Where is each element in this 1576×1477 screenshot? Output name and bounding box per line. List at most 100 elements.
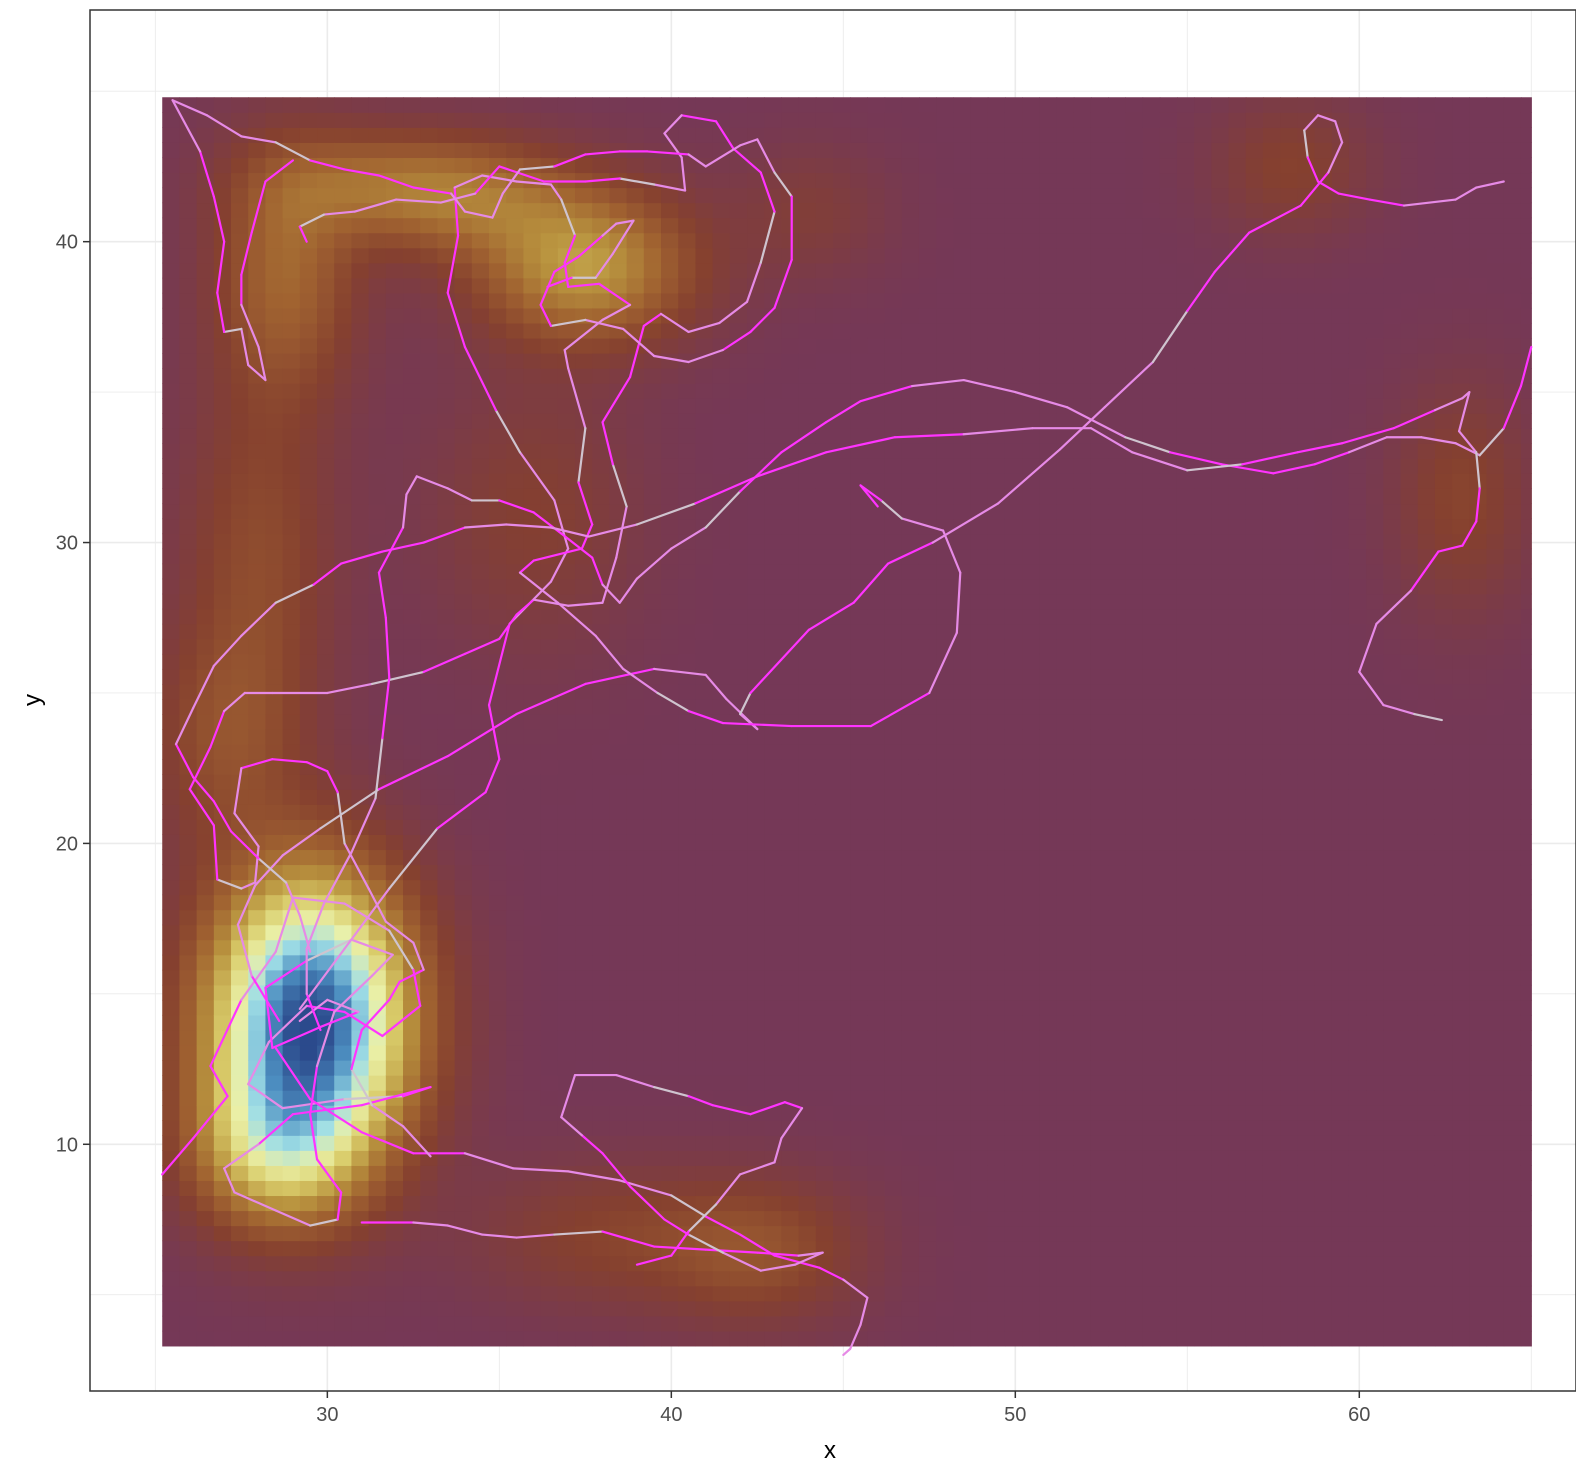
density-cell <box>867 1210 885 1226</box>
density-cell <box>541 714 559 730</box>
density-cell <box>334 624 352 640</box>
density-cell <box>592 925 610 941</box>
density-cell <box>1022 609 1040 625</box>
density-cell <box>214 1060 232 1076</box>
density-cell <box>1125 127 1143 143</box>
density-cell <box>695 398 713 414</box>
density-cell <box>850 925 868 941</box>
density-cell <box>1160 564 1178 580</box>
density-cell <box>988 1030 1006 1046</box>
density-cell <box>248 804 266 820</box>
density-cell <box>300 443 318 459</box>
density-cell <box>197 353 215 369</box>
density-cell <box>799 473 817 489</box>
density-cell <box>472 1000 490 1016</box>
density-cell <box>1143 744 1161 760</box>
density-cell <box>369 1045 387 1061</box>
density-cell <box>592 729 610 745</box>
density-cell <box>764 985 782 1001</box>
density-cell <box>644 624 662 640</box>
density-cell <box>455 398 473 414</box>
density-cell <box>386 488 404 504</box>
density-cell <box>1074 1120 1092 1136</box>
density-cell <box>833 1331 851 1347</box>
density-cell <box>609 714 627 730</box>
density-cell <box>988 172 1006 188</box>
density-cell <box>317 1316 335 1332</box>
density-cell <box>403 1271 421 1287</box>
density-cell <box>334 263 352 279</box>
density-cell <box>1125 1075 1143 1091</box>
density-cell <box>179 1060 197 1076</box>
density-cell <box>953 1286 971 1302</box>
density-cell <box>506 203 524 219</box>
density-cell <box>1091 1030 1109 1046</box>
density-cell <box>919 849 937 865</box>
density-cell <box>747 518 765 534</box>
density-cell <box>713 1000 731 1016</box>
density-cell <box>816 142 834 158</box>
density-cell <box>1143 1256 1161 1272</box>
density-cell <box>713 895 731 911</box>
density-cell <box>369 127 387 143</box>
density-cell <box>695 925 713 941</box>
density-cell <box>265 729 283 745</box>
density-cell <box>162 834 180 850</box>
density-cell <box>885 654 903 670</box>
density-cell <box>162 684 180 700</box>
density-cell <box>971 112 989 128</box>
density-cell <box>420 714 438 730</box>
density-cell <box>867 804 885 820</box>
density-cell <box>541 398 559 414</box>
density-cell <box>248 1180 266 1196</box>
density-cell <box>695 308 713 324</box>
density-cell <box>764 1316 782 1332</box>
density-cell <box>265 1226 283 1242</box>
density-cell <box>644 895 662 911</box>
density-cell <box>575 804 593 820</box>
density-cell <box>936 970 954 986</box>
density-cell <box>558 925 576 941</box>
density-cell <box>455 383 473 399</box>
density-cell <box>799 127 817 143</box>
density-cell <box>867 458 885 474</box>
density-cell <box>1108 609 1126 625</box>
density-cell <box>936 1331 954 1347</box>
density-cell <box>1039 789 1057 805</box>
density-cell <box>214 534 232 550</box>
density-cell <box>1005 744 1023 760</box>
density-cell <box>472 503 490 519</box>
density-cell <box>283 744 301 760</box>
density-cell <box>867 985 885 1001</box>
density-cell <box>1108 549 1126 565</box>
density-cell <box>885 413 903 429</box>
density-cell <box>902 819 920 835</box>
density-cell <box>730 669 748 685</box>
density-cell <box>678 609 696 625</box>
density-cell <box>1005 699 1023 715</box>
density-cell <box>1057 880 1075 896</box>
density-cell <box>162 1045 180 1061</box>
density-cell <box>403 684 421 700</box>
density-cell <box>231 428 249 444</box>
density-cell <box>1177 188 1195 204</box>
density-cell <box>833 1150 851 1166</box>
density-cell <box>902 188 920 204</box>
density-cell <box>403 368 421 384</box>
density-cell <box>747 1075 765 1091</box>
density-cell <box>627 804 645 820</box>
density-cell <box>1005 248 1023 264</box>
density-cell <box>1074 1150 1092 1166</box>
density-cell <box>231 1331 249 1347</box>
density-cell <box>489 1286 507 1302</box>
density-cell <box>506 473 524 489</box>
density-cell <box>902 744 920 760</box>
density-cell <box>1108 624 1126 640</box>
density-cell <box>437 1241 455 1257</box>
density-cell <box>695 759 713 775</box>
density-cell <box>867 518 885 534</box>
density-cell <box>197 910 215 926</box>
density-cell <box>936 714 954 730</box>
density-cell <box>1005 880 1023 896</box>
density-cell <box>816 488 834 504</box>
